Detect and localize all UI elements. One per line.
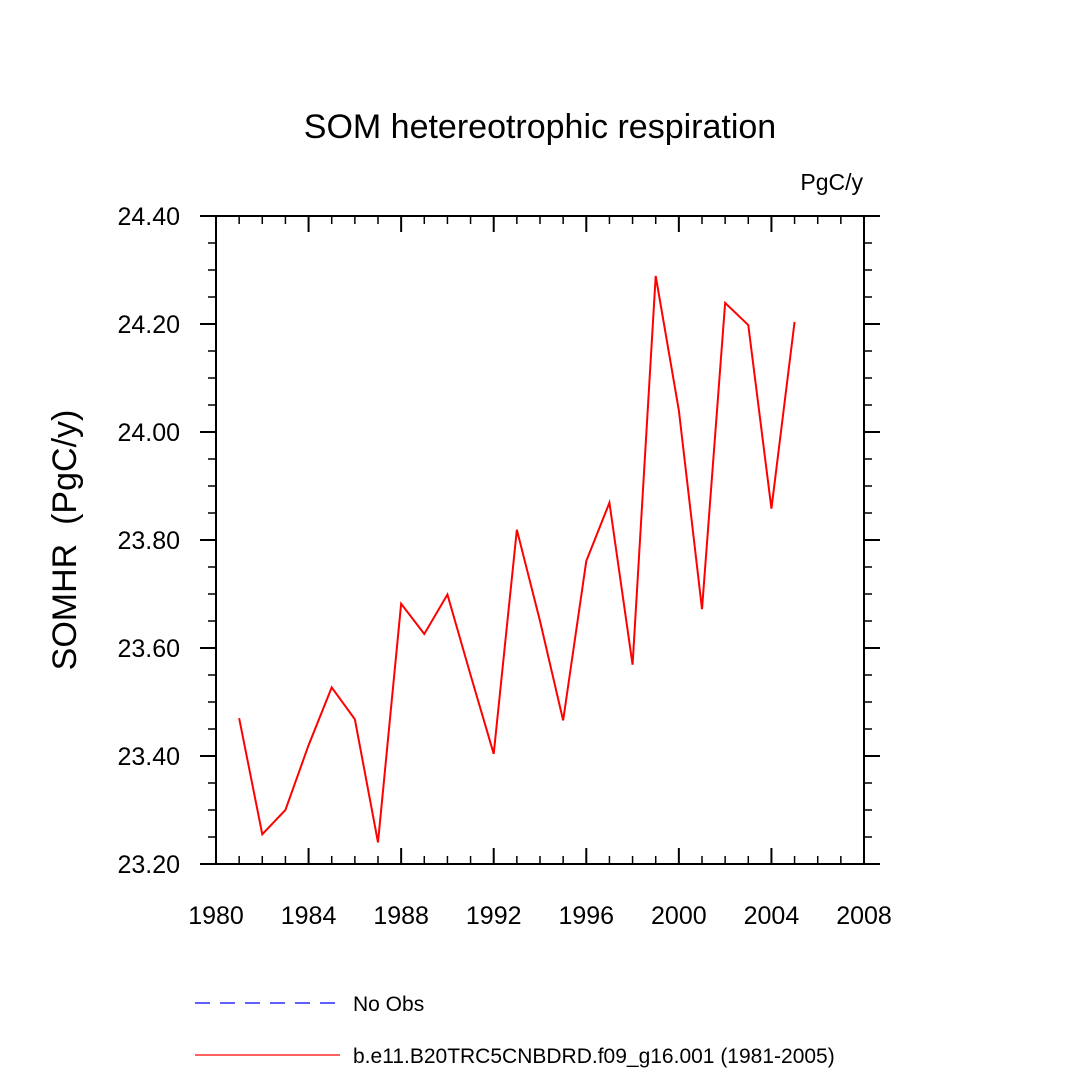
data-point bbox=[792, 319, 797, 324]
y-tick-label: 23.20 bbox=[117, 851, 180, 879]
data-point bbox=[700, 607, 705, 612]
x-tick-label: 1996 bbox=[558, 902, 614, 930]
y-tick-label: 24.40 bbox=[117, 203, 180, 231]
data-point bbox=[561, 718, 566, 723]
data-point bbox=[514, 527, 519, 532]
data-point bbox=[653, 273, 658, 278]
series-line bbox=[238, 275, 796, 843]
y-tick-label: 24.00 bbox=[117, 419, 180, 447]
y-tick-label: 23.40 bbox=[117, 743, 180, 771]
data-point bbox=[491, 751, 496, 756]
data-point bbox=[445, 592, 450, 597]
legend-label: b.e11.B20TRC5CNBDRD.f09_g16.001 (1981-20… bbox=[353, 1045, 835, 1068]
data-point bbox=[607, 500, 612, 505]
x-tick-label: 2004 bbox=[744, 902, 800, 930]
x-tick-label: 1992 bbox=[466, 902, 522, 930]
tick-labels: 1980 1984 1988 1992 1996 2000 2004 2008 23.20 23.… bbox=[117, 203, 891, 930]
data-point bbox=[352, 717, 357, 722]
y-axis-title: SOMHR (PgC/y) bbox=[46, 410, 84, 671]
chart-title: SOM hetereotrophic respiration bbox=[304, 108, 776, 146]
data-point bbox=[237, 716, 242, 721]
x-tick-label: 1980 bbox=[188, 902, 244, 930]
x-tick-label: 2000 bbox=[651, 902, 707, 930]
data-point bbox=[283, 808, 288, 813]
y-tick-label: 23.60 bbox=[117, 635, 180, 663]
data-point bbox=[769, 506, 774, 511]
x-tick-label: 2008 bbox=[836, 902, 892, 930]
data-point bbox=[746, 323, 751, 328]
legend: No Obs b.e11.B20TRC5CNBDRD.f09_g16.001 (1… bbox=[195, 993, 835, 1068]
data-point bbox=[306, 743, 311, 748]
plot-frame bbox=[215, 215, 865, 865]
x-tick-label: 1984 bbox=[281, 902, 337, 930]
data-point bbox=[399, 601, 404, 606]
axis-ticks bbox=[200, 215, 880, 865]
data-point bbox=[376, 840, 381, 845]
data-point bbox=[538, 619, 543, 624]
legend-label: No Obs bbox=[353, 993, 424, 1016]
x-tick-label: 1988 bbox=[373, 902, 429, 930]
y-tick-label: 23.80 bbox=[117, 527, 180, 555]
data-point bbox=[676, 408, 681, 413]
series-layer bbox=[237, 273, 797, 845]
data-point bbox=[329, 685, 334, 690]
units-label: PgC/y bbox=[800, 169, 863, 195]
data-point bbox=[584, 559, 589, 564]
data-point bbox=[723, 300, 728, 305]
y-tick-label: 24.20 bbox=[117, 311, 180, 339]
data-point bbox=[422, 631, 427, 636]
data-point bbox=[630, 662, 635, 667]
data-point bbox=[260, 832, 265, 837]
data-point bbox=[468, 673, 473, 678]
